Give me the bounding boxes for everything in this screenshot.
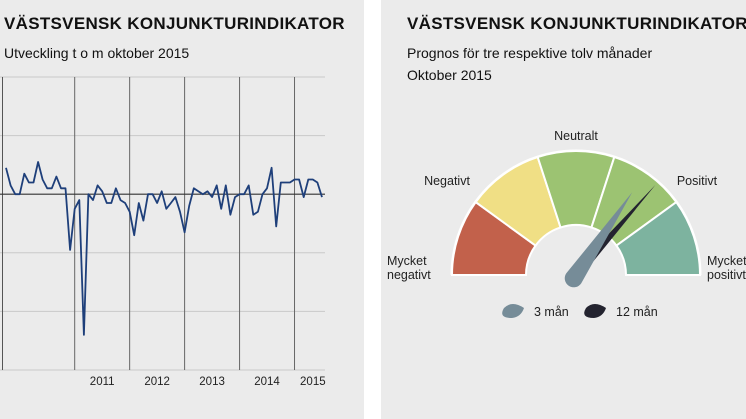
- gauge-segment-label: Neutralt: [554, 129, 598, 143]
- legend-label: 3 mån: [534, 305, 569, 319]
- legend-marker-icon: [502, 304, 524, 318]
- needle-3-man: [564, 192, 633, 288]
- legend-label: 12 mån: [616, 305, 658, 319]
- x-tick-label: 2011: [90, 376, 115, 388]
- gauge-segment-label: Negativt: [424, 174, 470, 188]
- gauge-segments: [450, 150, 702, 276]
- line-chart-title: VÄSTSVENSK KONJUNKTURINDIKATOR: [4, 14, 345, 33]
- legend-marker-icon: [584, 304, 606, 318]
- right-panel: VÄSTSVENSK KONJUNKTURINDIKATOR Prognos f…: [381, 0, 746, 419]
- gauge-subtitle-line1: Prognos för tre respektive tolv månader: [407, 45, 653, 61]
- gauge-subtitle-line2: Oktober 2015: [407, 67, 492, 83]
- x-tick-label: 2013: [199, 376, 225, 388]
- gauge-rim: [450, 149, 702, 276]
- gauge-segment-label: Positivt: [677, 174, 718, 188]
- data-series-line: [5, 161, 323, 336]
- gauge-segment-label: Mycket negativt: [387, 254, 431, 282]
- x-tick-label: 2012: [144, 376, 170, 388]
- x-tick-label: 2014: [254, 376, 280, 388]
- x-tick-label: 2015: [300, 376, 326, 388]
- gauge-title: VÄSTSVENSK KONJUNKTURINDIKATOR: [407, 14, 746, 33]
- line-chart: 2011 2012 2013 2014 2015: [0, 76, 326, 388]
- left-panel: VÄSTSVENSK KONJUNKTURINDIKATOR Utvecklin…: [0, 0, 364, 419]
- gauge-segment: [615, 200, 702, 276]
- gauge-segment-label: Mycket positivt: [707, 254, 746, 282]
- gauge-subtitle: Prognos för tre respektive tolv månader …: [407, 42, 652, 86]
- line-chart-subtitle: Utveckling t o m oktober 2015: [4, 45, 190, 61]
- gauge-legend: 3 mån 12 mån: [502, 304, 658, 319]
- gauge-chart: Mycket negativt Negativt Neutralt Positivt My…: [387, 129, 746, 319]
- line-chart-grid: [0, 76, 325, 371]
